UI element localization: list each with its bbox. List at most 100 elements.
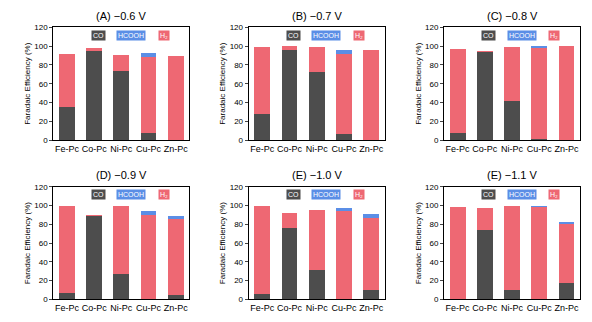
svg-text:Zn-Pc: Zn-Pc [164,303,189,313]
svg-text:0: 0 [434,295,439,304]
svg-text:120: 120 [34,23,48,32]
svg-text:0: 0 [43,295,48,304]
svg-text:100: 100 [230,42,244,51]
svg-text:Cu-Pc: Cu-Pc [527,303,553,313]
svg-text:H₂: H₂ [550,191,558,198]
svg-text:80: 80 [234,220,243,229]
svg-text:Co-Pc: Co-Pc [277,303,303,313]
svg-text:CO: CO [483,191,494,198]
svg-text:HCOOH: HCOOH [118,32,144,39]
svg-text:100: 100 [425,42,439,51]
svg-text:Ni-Pc: Ni-Pc [110,144,132,154]
svg-text:80: 80 [39,220,48,229]
svg-text:120: 120 [230,183,244,192]
svg-text:Co-Pc: Co-Pc [472,144,498,154]
svg-text:Zn-Pc: Zn-Pc [555,303,580,313]
svg-text:40: 40 [234,258,243,267]
svg-text:H₂: H₂ [355,32,363,39]
svg-text:20: 20 [39,276,48,285]
svg-text:40: 40 [39,98,48,107]
svg-text:CO: CO [288,191,299,198]
svg-text:60: 60 [234,80,243,89]
svg-text:Faradaic Efficiency (%): Faradaic Efficiency (%) [23,202,32,284]
svg-text:Faradaic Efficiency (%): Faradaic Efficiency (%) [218,202,227,284]
svg-text:60: 60 [429,239,438,248]
svg-text:H₂: H₂ [160,32,168,39]
svg-text:Zn-Pc: Zn-Pc [164,144,189,154]
svg-text:HCOOH: HCOOH [313,32,339,39]
svg-text:Co-Pc: Co-Pc [82,303,108,313]
svg-text:0: 0 [43,136,48,145]
svg-text:60: 60 [39,80,48,89]
svg-text:HCOOH: HCOOH [313,191,339,198]
svg-text:100: 100 [425,201,439,210]
svg-text:Cu-Pc: Cu-Pc [331,144,357,154]
svg-text:40: 40 [39,258,48,267]
svg-text:120: 120 [34,183,48,192]
svg-text:Cu-Pc: Cu-Pc [331,303,357,313]
svg-text:Zn-Pc: Zn-Pc [359,144,384,154]
svg-text:Ni-Pc: Ni-Pc [306,144,328,154]
svg-text:Faradaic Efficiency (%): Faradaic Efficiency (%) [23,42,32,124]
svg-text:Faradaic Efficiency (%): Faradaic Efficiency (%) [218,42,227,124]
svg-text:120: 120 [230,23,244,32]
svg-text:Ni-Pc: Ni-Pc [501,303,523,313]
svg-text:40: 40 [429,258,438,267]
svg-text:Fe-Pc: Fe-Pc [446,303,471,313]
svg-text:Fe-Pc: Fe-Pc [55,144,80,154]
svg-text:0: 0 [239,136,244,145]
svg-text:20: 20 [234,276,243,285]
svg-text:(E) −1.1 V: (E) −1.1 V [487,169,537,181]
svg-text:HCOOH: HCOOH [509,191,535,198]
svg-text:CO: CO [93,32,104,39]
svg-text:20: 20 [39,117,48,126]
svg-text:CO: CO [288,32,299,39]
svg-text:H₂: H₂ [355,191,363,198]
svg-text:Faradaic Efficiency (%): Faradaic Efficiency (%) [414,202,423,284]
svg-text:CO: CO [93,191,104,198]
svg-text:H₂: H₂ [160,191,168,198]
svg-text:20: 20 [429,276,438,285]
svg-text:20: 20 [429,117,438,126]
svg-text:0: 0 [434,136,439,145]
svg-text:80: 80 [429,220,438,229]
svg-text:Fe-Pc: Fe-Pc [250,303,275,313]
svg-text:Faradaic Efficiency (%): Faradaic Efficiency (%) [414,42,423,124]
svg-text:(D) −0.9 V: (D) −0.9 V [96,169,147,181]
svg-text:120: 120 [425,23,439,32]
svg-text:Fe-Pc: Fe-Pc [446,144,471,154]
svg-text:80: 80 [39,61,48,70]
svg-text:(C) −0.8 V: (C) −0.8 V [487,10,538,22]
svg-text:60: 60 [429,80,438,89]
svg-text:Cu-Pc: Cu-Pc [136,303,162,313]
svg-text:Zn-Pc: Zn-Pc [359,303,384,313]
svg-text:Zn-Pc: Zn-Pc [555,144,580,154]
svg-text:20: 20 [234,117,243,126]
svg-text:H₂: H₂ [550,32,558,39]
svg-text:HCOOH: HCOOH [118,191,144,198]
svg-text:Ni-Pc: Ni-Pc [501,144,523,154]
svg-text:(B) −0.7 V: (B) −0.7 V [292,10,342,22]
svg-text:60: 60 [234,239,243,248]
svg-text:60: 60 [39,239,48,248]
svg-text:Ni-Pc: Ni-Pc [306,303,328,313]
svg-text:0: 0 [239,295,244,304]
svg-text:80: 80 [429,61,438,70]
svg-text:Fe-Pc: Fe-Pc [250,144,275,154]
svg-text:Cu-Pc: Cu-Pc [527,144,553,154]
svg-text:Co-Pc: Co-Pc [82,144,108,154]
svg-text:100: 100 [34,42,48,51]
svg-text:CO: CO [483,32,494,39]
svg-text:100: 100 [34,201,48,210]
svg-text:40: 40 [234,98,243,107]
svg-text:HCOOH: HCOOH [509,32,535,39]
svg-text:40: 40 [429,98,438,107]
svg-text:Ni-Pc: Ni-Pc [110,303,132,313]
svg-text:80: 80 [234,61,243,70]
svg-text:(E) −1.0 V: (E) −1.0 V [292,169,342,181]
svg-text:Co-Pc: Co-Pc [472,303,498,313]
svg-text:Co-Pc: Co-Pc [277,144,303,154]
svg-text:120: 120 [425,183,439,192]
svg-text:(A) −0.6 V: (A) −0.6 V [96,10,146,22]
svg-text:100: 100 [230,201,244,210]
